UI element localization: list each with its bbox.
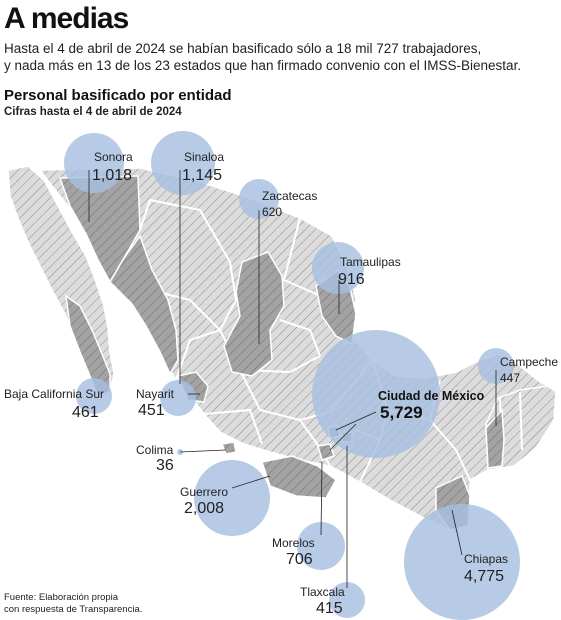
- label-value-campeche: 447: [500, 371, 520, 385]
- label-name-baja-california-sur: Baja California Sur: [4, 387, 104, 401]
- leader-lines: [88, 170, 497, 588]
- label-value-nayarit: 451: [138, 402, 165, 419]
- lede: Hasta el 4 de abril de 2024 se habían ba…: [4, 40, 556, 74]
- state-zacatecas: [223, 251, 285, 377]
- bubble-campeche: [478, 348, 514, 384]
- source-line-2: con respuesta de Transparencia.: [4, 604, 143, 615]
- label-name-tlaxcala: Tlaxcala: [300, 585, 345, 599]
- lede-line-2: y nada más en 13 de los 23 estados que h…: [4, 58, 522, 73]
- label-value-sinaloa: 1,145: [182, 167, 222, 184]
- bubble-guerrero: [194, 460, 270, 536]
- label-name-chiapas: Chiapas: [464, 552, 508, 566]
- label-value-colima: 36: [156, 457, 174, 474]
- labels: Sonora 1,018 Sinaloa 1,145 Zacatecas 620…: [4, 150, 558, 617]
- label-value-guerrero: 2,008: [184, 500, 224, 517]
- bubble-baja-california-sur: [76, 378, 112, 414]
- label-value-tamaulipas: 916: [338, 271, 365, 288]
- bubble-zacatecas: [239, 179, 279, 219]
- state-guerrero: [261, 455, 337, 499]
- label-name-tamaulipas: Tamaulipas: [340, 255, 401, 269]
- label-value-sonora: 1,018: [92, 167, 132, 184]
- state-campeche: [485, 408, 505, 469]
- map-subtitle: Cifras hasta el 4 de abril de 2024: [4, 106, 182, 118]
- label-name-campeche: Campeche: [500, 355, 558, 369]
- state-sinaloa: [109, 234, 179, 376]
- bubble-sonora: [64, 133, 124, 193]
- label-name-sinaloa: Sinaloa: [184, 150, 224, 164]
- label-name-zacatecas: Zacatecas: [262, 189, 317, 203]
- label-value-tlaxcala: 415: [316, 600, 343, 617]
- bubble-morelos: [297, 522, 345, 570]
- bubble-sinaloa: [151, 131, 215, 195]
- label-name-colima: Colima: [136, 443, 174, 457]
- source-note: Fuente: Elaboración propia con respuesta…: [4, 592, 164, 616]
- bubble-nayarit: [160, 380, 196, 416]
- bubble-chiapas: [404, 504, 520, 620]
- source-line-1: Fuente: Elaboración propia: [4, 592, 119, 603]
- label-name-guerrero: Guerrero: [180, 485, 228, 499]
- label-name-nayarit: Nayarit: [136, 387, 175, 401]
- label-value-zacatecas: 620: [262, 205, 282, 219]
- label-value-chiapas: 4,775: [464, 568, 504, 585]
- label-name-cdmx: Ciudad de México: [378, 389, 485, 403]
- bubble-tamaulipas: [312, 242, 364, 294]
- label-value-baja-california-sur: 461: [72, 404, 99, 421]
- headline: A medias: [4, 2, 129, 35]
- label-value-morelos: 706: [286, 551, 313, 568]
- bubble-tlaxcala: [329, 582, 365, 618]
- state-morelos: [317, 443, 335, 461]
- label-name-sonora: Sonora: [94, 150, 133, 164]
- label-name-morelos: Morelos: [272, 536, 315, 550]
- state-colima: [220, 441, 237, 455]
- lede-line-1: Hasta el 4 de abril de 2024 se habían ba…: [4, 41, 482, 56]
- label-value-cdmx: 5,729: [380, 403, 423, 422]
- map-title: Personal basificado por entidad: [4, 87, 232, 104]
